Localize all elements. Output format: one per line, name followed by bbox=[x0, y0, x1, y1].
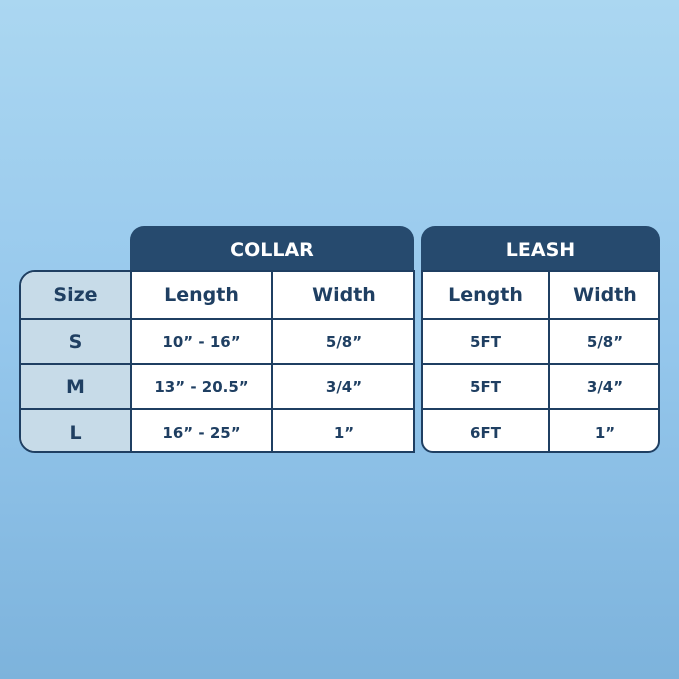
collar-width-l: 1” bbox=[333, 423, 355, 442]
leash-table: Length Width 5FT 5/8” 5FT 3/4” 6FT 1” bbox=[421, 270, 660, 453]
size-l: L bbox=[21, 410, 132, 451]
leash-length-l: 6FT bbox=[423, 410, 550, 451]
size-m: M bbox=[21, 365, 132, 410]
collar-width-m: 3/4” bbox=[273, 365, 413, 410]
leash-length-header: Length bbox=[423, 272, 550, 320]
collar-length-header: Length bbox=[132, 272, 273, 320]
leash-header: LEASH bbox=[421, 226, 660, 273]
collar-width-s: 5/8” bbox=[273, 320, 413, 365]
collar-length-m: 13” - 20.5” bbox=[132, 365, 273, 410]
leash-width-m: 3/4” bbox=[550, 365, 658, 410]
collar-header: COLLAR bbox=[130, 226, 414, 273]
leash-width-s: 5/8” bbox=[550, 320, 658, 365]
leash-width-header: Width bbox=[550, 272, 658, 320]
size-s: S bbox=[21, 320, 132, 365]
collar-length-s: 10” - 16” bbox=[132, 320, 273, 365]
collar-width-header: Width bbox=[273, 272, 413, 320]
leash-length-m: 5FT bbox=[423, 365, 550, 410]
size-chart-table: Size S M L Length Width 10” - 16” 5/8” 1… bbox=[19, 270, 415, 453]
size-column-header: Size bbox=[21, 272, 132, 320]
leash-width-l: 1” bbox=[594, 423, 616, 442]
leash-length-s: 5FT bbox=[423, 320, 550, 365]
collar-length-l: 16” - 25” bbox=[132, 410, 273, 451]
